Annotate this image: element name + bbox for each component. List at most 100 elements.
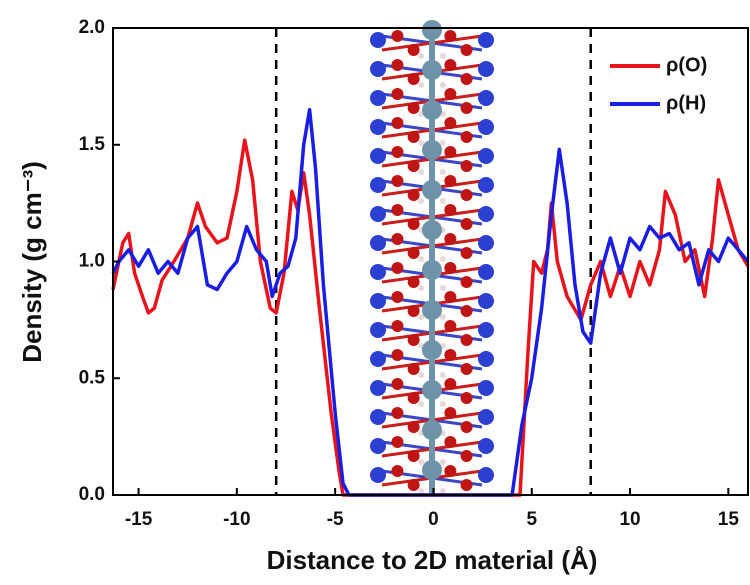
atom-red xyxy=(444,436,457,448)
atom-red xyxy=(460,334,473,346)
atom-white xyxy=(439,256,446,262)
atom-red xyxy=(391,465,404,477)
atom-red xyxy=(444,291,457,303)
atom-blue xyxy=(370,438,386,454)
atom-blue xyxy=(370,264,386,280)
atom-red xyxy=(444,30,457,42)
atom-blue xyxy=(478,206,494,222)
atom-blue xyxy=(370,148,386,164)
atom-red xyxy=(407,102,420,114)
atom-red xyxy=(407,189,420,201)
atom-red xyxy=(460,392,473,404)
atom-red xyxy=(460,276,473,288)
atom-red xyxy=(407,305,420,317)
atom-white xyxy=(439,82,446,88)
atom-blue xyxy=(370,90,386,106)
x-tick-label: 5 xyxy=(526,509,537,530)
legend-label: ρ(H) xyxy=(666,92,706,114)
atom-white xyxy=(439,53,446,59)
atom-white xyxy=(439,401,446,407)
atom-red xyxy=(407,421,420,433)
legend-label: ρ(O) xyxy=(666,54,707,76)
x-tick-label: -10 xyxy=(223,509,250,530)
y-tick-label: 1.0 xyxy=(79,251,105,272)
atom-red xyxy=(407,479,420,491)
atom-red xyxy=(444,59,457,71)
atom-red xyxy=(391,436,404,448)
atom-red xyxy=(460,247,473,259)
atom-white xyxy=(418,82,425,88)
atom-white xyxy=(439,285,446,291)
atom-white xyxy=(439,169,446,175)
atom-red xyxy=(444,146,457,158)
y-tick-label: 0.5 xyxy=(79,367,106,388)
atom-red xyxy=(391,407,404,419)
atom-red xyxy=(407,131,420,143)
atom-red xyxy=(391,262,404,274)
atom-red xyxy=(460,44,473,56)
atom-red xyxy=(391,349,404,361)
atom-red xyxy=(444,320,457,332)
atom-blue xyxy=(370,409,386,425)
atom-white xyxy=(418,285,425,291)
atom-red xyxy=(444,204,457,216)
atom-red xyxy=(391,233,404,245)
atom-white xyxy=(418,53,425,59)
atom-red xyxy=(444,88,457,100)
atom-white xyxy=(439,140,446,146)
atom-white xyxy=(418,140,425,146)
atom-white xyxy=(439,488,446,494)
atom-red xyxy=(444,378,457,390)
atom-red xyxy=(444,465,457,477)
atom-red xyxy=(407,247,420,259)
x-tick-label: 0 xyxy=(428,509,439,530)
atom-blue xyxy=(478,322,494,338)
atom-blue xyxy=(478,293,494,309)
atom-red xyxy=(407,44,420,56)
atom-red xyxy=(444,407,457,419)
atom-red xyxy=(391,30,404,42)
atom-blue xyxy=(370,293,386,309)
atom-red xyxy=(460,160,473,172)
atom-red xyxy=(460,189,473,201)
y-tick-label: 0.0 xyxy=(79,484,105,505)
atom-red xyxy=(391,175,404,187)
atom-red xyxy=(460,218,473,230)
atom-blue xyxy=(478,467,494,483)
atom-blue xyxy=(370,322,386,338)
atom-red xyxy=(391,59,404,71)
atom-white xyxy=(418,459,425,465)
atom-blue xyxy=(478,235,494,251)
atom-blue xyxy=(370,177,386,193)
atom-white xyxy=(439,198,446,204)
atom-white xyxy=(439,459,446,465)
atom-blue xyxy=(370,351,386,367)
atom-red xyxy=(460,363,473,375)
atom-blue xyxy=(478,438,494,454)
atom-red xyxy=(444,233,457,245)
atom-red xyxy=(460,305,473,317)
atom-white xyxy=(418,256,425,262)
atom-red xyxy=(407,363,420,375)
y-axis-label: Density (g cm⁻³) xyxy=(17,161,47,363)
atom-white xyxy=(418,314,425,320)
x-tick-label: -15 xyxy=(125,509,153,530)
atom-blue xyxy=(478,32,494,48)
atom-red xyxy=(391,291,404,303)
atom-red xyxy=(407,160,420,172)
plot-area: -15 -10 -5 0 5 10 15 0.0 0.5 1.0 1.5 2.0 ρ(O) ρ(H) xyxy=(79,17,750,530)
atom-red xyxy=(444,349,457,361)
atom-blue xyxy=(478,61,494,77)
atom-blue xyxy=(478,264,494,280)
atom-white xyxy=(418,169,425,175)
atom-red xyxy=(407,334,420,346)
series-line xyxy=(111,107,750,497)
atom-white xyxy=(439,314,446,320)
atom-white xyxy=(418,401,425,407)
atom-red xyxy=(407,450,420,462)
atom-red xyxy=(391,146,404,158)
atom-red xyxy=(444,175,457,187)
atom-red xyxy=(391,204,404,216)
atom-red xyxy=(460,479,473,491)
x-tick-label: 10 xyxy=(619,509,640,530)
